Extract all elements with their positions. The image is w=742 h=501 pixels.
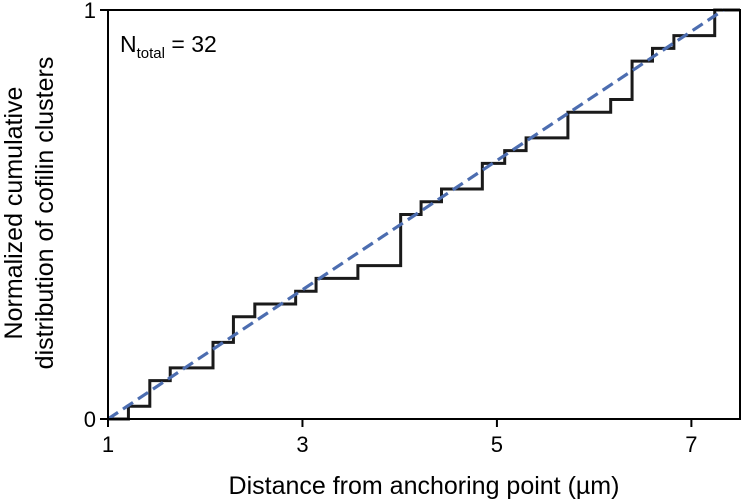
n-total-annotation: Ntotal = 32 <box>120 31 217 62</box>
y-axis-label-line-1: Normalized cumulative <box>0 87 28 340</box>
x-tick-label: 3 <box>296 432 308 457</box>
empirical-cdf-step-line <box>108 8 740 421</box>
y-tick-label: 1 <box>84 0 96 23</box>
axis-ticks: 1 3 5 701 <box>84 0 698 457</box>
x-tick-label: 7 <box>685 432 697 457</box>
n-total-subscript: total <box>137 45 165 62</box>
n-total-main: N <box>120 31 137 57</box>
plot-area <box>107 8 740 421</box>
y-axis-label-line-2: distribution of cofilin clusters <box>31 57 59 370</box>
plot-frame <box>107 9 741 420</box>
y-tick-label: 0 <box>84 407 96 432</box>
uniform-reference-dashed-line <box>107 8 725 421</box>
x-tick-label: 1 <box>102 432 114 457</box>
n-total-value: = 32 <box>165 31 217 57</box>
x-tick-label: 5 <box>491 432 503 457</box>
x-axis-label: Distance from anchoring point (µm) <box>229 472 620 500</box>
